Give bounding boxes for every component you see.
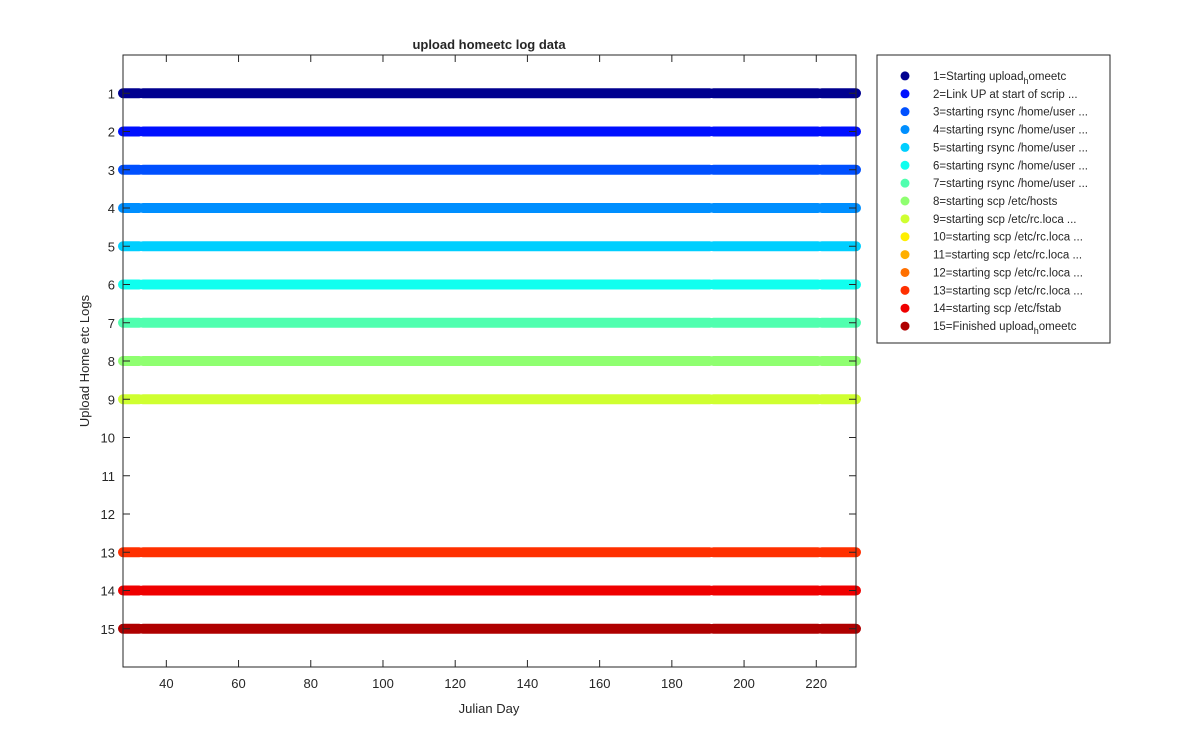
x-tick-label-120: 120 [444, 676, 466, 691]
legend-entry-2: 2=Link UP at start of scrip ... [933, 89, 1078, 101]
legend-marker-10 [900, 232, 910, 242]
x-tick-label-80: 80 [304, 676, 318, 691]
legend-marker-11 [900, 250, 910, 260]
x-tick-label-220: 220 [805, 676, 827, 691]
legend-entry-1: 1=Starting uploadhomeetc [933, 71, 1066, 86]
y-tick-label-6: 6 [108, 278, 115, 293]
y-tick-label-5: 5 [108, 239, 115, 254]
legend-marker-8 [900, 196, 910, 206]
legend-entry-12: 12=starting scp /etc/rc.loca ... [933, 267, 1083, 279]
legend-entry-10: 10=starting scp /etc/rc.loca ... [933, 232, 1083, 244]
y-tick-label-2: 2 [108, 125, 115, 140]
y-tick-label-11: 11 [102, 469, 116, 484]
x-axis-label: Julian Day [459, 701, 520, 716]
legend-marker-2 [900, 89, 910, 99]
y-tick-label-15: 15 [101, 622, 115, 637]
y-tick-label-3: 3 [108, 163, 115, 178]
x-tick-label-180: 180 [661, 676, 683, 691]
legend-entry-7: 7=starting rsync /home/user ... [933, 178, 1088, 190]
legend-marker-4 [900, 125, 910, 135]
x-tick-label-160: 160 [589, 676, 611, 691]
legend-marker-9 [900, 214, 910, 224]
x-tick-label-100: 100 [372, 676, 394, 691]
legend-marker-7 [900, 178, 910, 188]
axes-layer: 40 60 80 100 120 140 160 180 200 2201234567891011… [101, 54, 857, 691]
legend-marker-15 [900, 321, 910, 331]
legend: 1=Starting uploadhomeetc 2=Link UP at sta… [876, 54, 1111, 344]
legend-marker-3 [900, 107, 910, 117]
y-tick-label-12: 12 [101, 507, 115, 522]
y-tick-label-14: 14 [101, 584, 115, 599]
y-tick-label-9: 9 [108, 392, 115, 407]
y-tick-label-7: 7 [108, 316, 115, 331]
x-tick-label-140: 140 [517, 676, 539, 691]
legend-box [876, 54, 1111, 344]
legend-entry-5: 5=starting rsync /home/user ... [933, 142, 1088, 154]
x-tick-label-200: 200 [733, 676, 755, 691]
legend-entry-9: 9=starting scp /etc/rc.loca ... [933, 214, 1077, 226]
y-axis-label: Upload Home etc Logs [77, 294, 92, 427]
legend-marker-12 [900, 267, 910, 277]
x-tick-label-60: 60 [231, 676, 245, 691]
chart-title: upload homeetc log data [412, 37, 566, 52]
y-tick-label-8: 8 [108, 354, 115, 369]
legend-marker-14 [900, 303, 910, 313]
legend-marker-5 [900, 142, 910, 152]
legend-entry-14: 14=starting scp /etc/fstab [933, 303, 1061, 315]
x-tick-label-40: 40 [159, 676, 173, 691]
legend-entry-6: 6=starting rsync /home/user ... [933, 160, 1088, 172]
y-tick-label-10: 10 [101, 431, 115, 446]
legend-entry-4: 4=starting rsync /home/user ... [933, 125, 1088, 137]
y-tick-label-4: 4 [108, 201, 115, 216]
legend-marker-1 [900, 71, 910, 81]
y-tick-label-13: 13 [101, 545, 115, 560]
legend-marker-13 [900, 285, 910, 295]
series-layer [118, 88, 861, 634]
legend-entry-3: 3=starting rsync /home/user ... [933, 107, 1088, 119]
legend-entry-8: 8=starting scp /etc/hosts [933, 196, 1058, 208]
y-tick-label-1: 1 [108, 86, 115, 101]
legend-entry-13: 13=starting scp /etc/rc.loca ... [933, 285, 1083, 297]
legend-entry-11: 11=starting scp /etc/rc.loca ... [933, 250, 1082, 262]
legend-marker-6 [900, 160, 910, 170]
legend-entry-15: 15=Finished uploadhomeetc [933, 321, 1077, 336]
